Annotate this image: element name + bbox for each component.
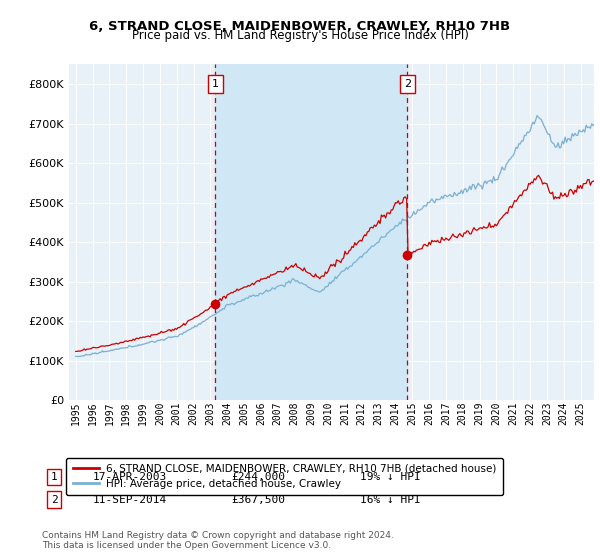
Text: Contains HM Land Registry data © Crown copyright and database right 2024.
This d: Contains HM Land Registry data © Crown c… bbox=[42, 531, 394, 550]
Text: £367,500: £367,500 bbox=[231, 494, 285, 505]
Text: Price paid vs. HM Land Registry's House Price Index (HPI): Price paid vs. HM Land Registry's House … bbox=[131, 29, 469, 42]
Text: 1: 1 bbox=[212, 79, 219, 89]
Text: 16% ↓ HPI: 16% ↓ HPI bbox=[360, 494, 421, 505]
Legend: 6, STRAND CLOSE, MAIDENBOWER, CRAWLEY, RH10 7HB (detached house), HPI: Average p: 6, STRAND CLOSE, MAIDENBOWER, CRAWLEY, R… bbox=[67, 458, 503, 495]
Text: 11-SEP-2014: 11-SEP-2014 bbox=[93, 494, 167, 505]
Text: 19% ↓ HPI: 19% ↓ HPI bbox=[360, 472, 421, 482]
Text: 2: 2 bbox=[404, 79, 411, 89]
Text: 17-APR-2003: 17-APR-2003 bbox=[93, 472, 167, 482]
Text: 2: 2 bbox=[50, 494, 58, 505]
Bar bbox=[215, 64, 407, 400]
Text: 6, STRAND CLOSE, MAIDENBOWER, CRAWLEY, RH10 7HB: 6, STRAND CLOSE, MAIDENBOWER, CRAWLEY, R… bbox=[89, 20, 511, 32]
Text: £244,000: £244,000 bbox=[231, 472, 285, 482]
Text: 1: 1 bbox=[50, 472, 58, 482]
